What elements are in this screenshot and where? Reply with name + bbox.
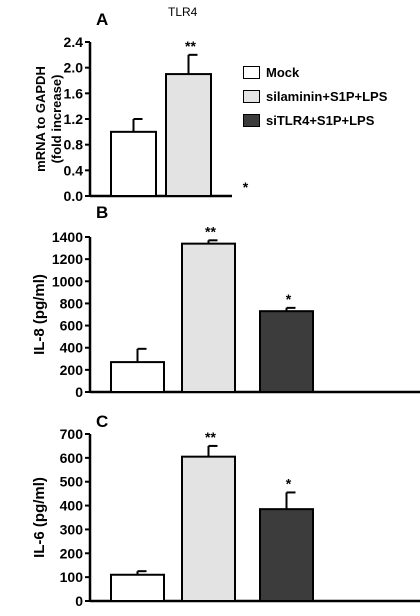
panel-b-significance-label: * bbox=[286, 291, 292, 307]
legend-swatch-mock bbox=[243, 65, 260, 79]
panel-a-y-axis-label: mRNA to GAPDH(fold increase) bbox=[33, 66, 64, 172]
panel-letter-b: B bbox=[96, 203, 109, 222]
panel-b-y-tick-label: 200 bbox=[60, 362, 84, 378]
panel-a-bar bbox=[165, 73, 212, 197]
panel-a-y-tick-label: 0.4 bbox=[64, 162, 84, 178]
panel-c-y-tick-label: 300 bbox=[60, 521, 84, 537]
panel-a-y-tick-label: 0.0 bbox=[64, 188, 84, 204]
panel-c-y-tick-label: 700 bbox=[60, 426, 84, 442]
panel-a-y-tick-label: 0.8 bbox=[64, 137, 84, 153]
legend-swatch-silaminin bbox=[243, 89, 260, 103]
panel-c-y-tick-label: 500 bbox=[60, 474, 84, 490]
legend-label-silaminin: silaminin+S1P+LPS bbox=[266, 88, 388, 104]
panel-b-y-tick-label: 800 bbox=[60, 295, 84, 311]
panel-c-bar bbox=[259, 508, 314, 602]
panel-b-y-tick-label: 600 bbox=[60, 318, 84, 334]
figure-title: TLR4 bbox=[168, 5, 198, 19]
panel-a-significance-label: ** bbox=[185, 38, 196, 54]
legend-label-mock: Mock bbox=[266, 64, 300, 80]
panel-b-bar bbox=[181, 242, 236, 393]
panel-a-y-axis-label-line: (fold increase) bbox=[49, 75, 64, 164]
panel-c-y-axis-label-line: IL-6 (pg/ml) bbox=[31, 477, 48, 558]
panel-c-y-tick-label: 0 bbox=[75, 593, 83, 609]
panel-b-y-tick-label: 0 bbox=[75, 384, 83, 400]
panel-b-y-tick-label: 1200 bbox=[52, 251, 83, 267]
panel-c-bar bbox=[181, 455, 236, 602]
panel-c-y-tick-label: 400 bbox=[60, 498, 84, 514]
panel-c-y-tick-label: 200 bbox=[60, 545, 84, 561]
panel-c-y-axis-label: IL-6 (pg/ml) bbox=[31, 477, 48, 558]
panel-a-y-axis-label-line: mRNA to GAPDH bbox=[33, 66, 48, 172]
panel-b-y-tick-label: 1000 bbox=[52, 273, 83, 289]
legend-swatch-sitlr4 bbox=[243, 113, 260, 127]
panel-c-y-tick-label: 100 bbox=[60, 569, 84, 585]
panel-letter-a: A bbox=[96, 10, 109, 29]
legend: Mock silaminin+S1P+LPS siTLR4+S1P+LPS bbox=[243, 62, 387, 134]
legend-item-sitlr4: siTLR4+S1P+LPS bbox=[243, 110, 387, 130]
panel-a-significance-label: * bbox=[243, 179, 249, 195]
panel-c-significance-label: ** bbox=[205, 429, 216, 445]
legend-label-sitlr4: siTLR4+S1P+LPS bbox=[266, 112, 375, 128]
panel-a-bar bbox=[110, 130, 157, 197]
panel-a-y-tick-label: 2.4 bbox=[64, 34, 84, 50]
panel-a-y-tick-label: 1.6 bbox=[64, 85, 84, 101]
panel-a-y-tick-label: 1.2 bbox=[64, 111, 84, 127]
panel-b-y-tick-label: 1400 bbox=[52, 229, 83, 245]
panel-b-significance-label: ** bbox=[205, 223, 216, 239]
panel-c-significance-label: * bbox=[286, 475, 292, 491]
panel-b-y-axis-label: IL-8 (pg/ml) bbox=[31, 274, 48, 355]
panel-b-bar bbox=[259, 310, 314, 393]
panel-c-y-tick-label: 600 bbox=[60, 450, 84, 466]
panel-c-bar bbox=[110, 573, 165, 602]
legend-item-silaminin: silaminin+S1P+LPS bbox=[243, 86, 387, 106]
panel-letter-c: C bbox=[96, 412, 109, 431]
panel-a-y-tick-label: 2.0 bbox=[64, 60, 84, 76]
panel-b-y-axis-label-line: IL-8 (pg/ml) bbox=[31, 274, 48, 355]
panel-b-y-tick-label: 400 bbox=[60, 340, 84, 356]
legend-item-mock: Mock bbox=[243, 62, 387, 82]
panel-b-bar bbox=[110, 361, 165, 394]
